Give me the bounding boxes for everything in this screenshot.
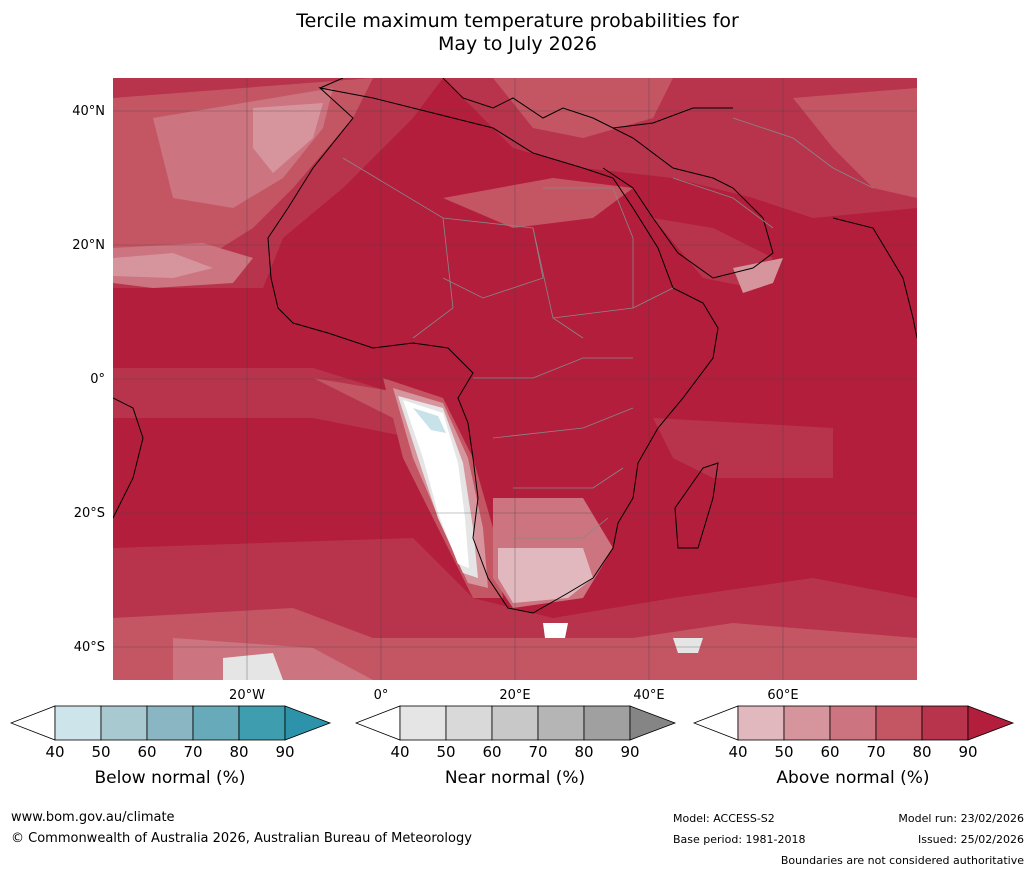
colorbar-below-segment (238, 705, 286, 741)
grid-lines (113, 78, 917, 680)
colorbar-below (10, 705, 332, 741)
south-ocean-white-2 (543, 623, 568, 638)
colorbar-title-below: Below normal (%) (94, 768, 246, 788)
colorbar-near-tick: 80 (574, 743, 594, 761)
colorbar-title-near: Near normal (%) (444, 768, 586, 788)
lat-label-20s: 20°S (73, 506, 105, 521)
footer-website: www.bom.gov.au/climate (11, 810, 175, 825)
lon-label-0: 0° (373, 688, 389, 703)
colorbar-near-segment (445, 705, 493, 741)
south-ocean-white-3 (673, 638, 703, 653)
lat-label-40s: 40°S (73, 640, 105, 655)
title-line-2: May to July 2026 (438, 33, 597, 55)
colorbar-above-segment (921, 705, 969, 741)
south-africa-40 (498, 548, 593, 603)
footer-model-run: Model run: 23/02/2026 (898, 812, 1024, 825)
lon-label-60e: 60°E (767, 688, 799, 703)
colorbar-near (355, 705, 677, 741)
europe-coastline (319, 78, 733, 129)
footer-issued: Issued: 25/02/2026 (917, 833, 1024, 846)
footer-disclaimer: Boundaries are not considered authoritat… (780, 854, 1024, 867)
colorbar-title-above: Above normal (%) (776, 768, 930, 788)
south-ocean-white-1 (223, 653, 283, 680)
colorbar-below-tick: 80 (229, 743, 249, 761)
colorbar-below-low-arrow (10, 705, 56, 741)
footer-copyright: © Commonwealth of Australia 2026, Austra… (11, 831, 472, 846)
colorbar-near-segment (583, 705, 631, 741)
lon-label-20e: 20°E (499, 688, 531, 703)
africa-coastline (267, 87, 719, 614)
indian-ocean-80 (653, 418, 833, 478)
colorbar-below-tick: 90 (275, 743, 295, 761)
colorbar-above-segment (829, 705, 877, 741)
colorbar-above-tick: 90 (958, 743, 978, 761)
colorbar-near-low-arrow (355, 705, 401, 741)
benguela-white (403, 400, 469, 568)
footer-model: Model: ACCESS-S2 (673, 812, 775, 825)
probability-map (113, 78, 917, 680)
colorbar-above-tick: 50 (774, 743, 794, 761)
colorbar-below-segment (54, 705, 102, 741)
map-title: Tercile maximum temperature probabilitie… (0, 10, 1035, 56)
colorbar-above-segment (783, 705, 831, 741)
iran-70 (793, 88, 917, 198)
colorbar-above-high-arrow (967, 705, 1015, 741)
colorbar-above-tick: 70 (866, 743, 886, 761)
colorbar-below-tick: 50 (91, 743, 111, 761)
country-borders (342, 117, 874, 539)
colorbar-below-tick: 40 (45, 743, 65, 761)
north-atlantic-50 (253, 103, 323, 173)
colorbar-above-tick: 80 (912, 743, 932, 761)
colorbar-near-segment (491, 705, 539, 741)
eq-atlantic-80 (113, 368, 443, 438)
colorbar-below-tick: 60 (137, 743, 157, 761)
colorbar-near-tick: 70 (528, 743, 548, 761)
colorbar-near-segment (537, 705, 585, 741)
colorbar-below-high-arrow (284, 705, 332, 741)
colorbar-below-segment (192, 705, 240, 741)
south-america-coastline (113, 397, 144, 519)
colorbar-below-segment (100, 705, 148, 741)
colorbar-above-tick: 40 (728, 743, 748, 761)
madagascar-coastline (674, 462, 719, 549)
colorbar-near-tick: 40 (390, 743, 410, 761)
colorbar-above-segment (875, 705, 923, 741)
india-coastline (832, 217, 917, 339)
canary-40 (113, 253, 213, 278)
colorbar-near-tick: 50 (436, 743, 456, 761)
colorbar-near-tick: 60 (482, 743, 502, 761)
sahel-70 (443, 178, 633, 228)
lon-label-40e: 40°E (633, 688, 665, 703)
lat-label-0: 0° (90, 372, 105, 387)
colorbar-near-segment (399, 705, 447, 741)
lat-label-20n: 20°N (72, 238, 105, 253)
colorbar-below-tick: 70 (183, 743, 203, 761)
colorbar-near-tick: 90 (620, 743, 640, 761)
colorbar-above-tick: 60 (820, 743, 840, 761)
colorbar-near-high-arrow (629, 705, 677, 741)
somali-white (733, 258, 783, 293)
colorbar-above-low-arrow (693, 705, 739, 741)
title-line-1: Tercile maximum temperature probabilitie… (296, 10, 739, 32)
lon-label-20w: 20°W (229, 688, 265, 703)
europe-70 (493, 78, 673, 138)
footer-base-period: Base period: 1981-2018 (673, 833, 806, 846)
colorbar-below-segment (146, 705, 194, 741)
colorbar-above-segment (737, 705, 785, 741)
lat-label-40n: 40°N (72, 104, 105, 119)
arabia-coastline (602, 127, 774, 279)
colorbar-above (693, 705, 1015, 741)
benguela-below (413, 408, 446, 433)
